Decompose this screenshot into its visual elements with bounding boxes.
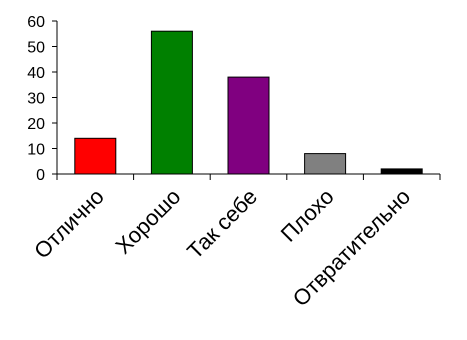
y-tick-label: 40 <box>27 65 45 82</box>
y-tick-label: 20 <box>27 116 45 133</box>
bar <box>227 76 270 175</box>
y-tick-label: 10 <box>27 142 45 159</box>
x-category-label: Отлично <box>29 184 109 264</box>
bar <box>380 168 423 175</box>
axes: 0 10 20 30 40 50 60 <box>27 14 441 184</box>
x-category-label: Хорошо <box>110 184 185 259</box>
bar <box>150 30 193 175</box>
bars <box>74 30 423 175</box>
bar <box>74 137 117 175</box>
bar <box>304 153 347 175</box>
x-category-label: Плохо <box>276 184 339 247</box>
x-category-label: Так себе <box>182 184 262 264</box>
y-tick-label: 50 <box>27 40 45 57</box>
y-tick-label: 30 <box>27 91 45 108</box>
y-tick-label: 60 <box>27 14 45 31</box>
y-tick-label: 0 <box>36 167 45 184</box>
